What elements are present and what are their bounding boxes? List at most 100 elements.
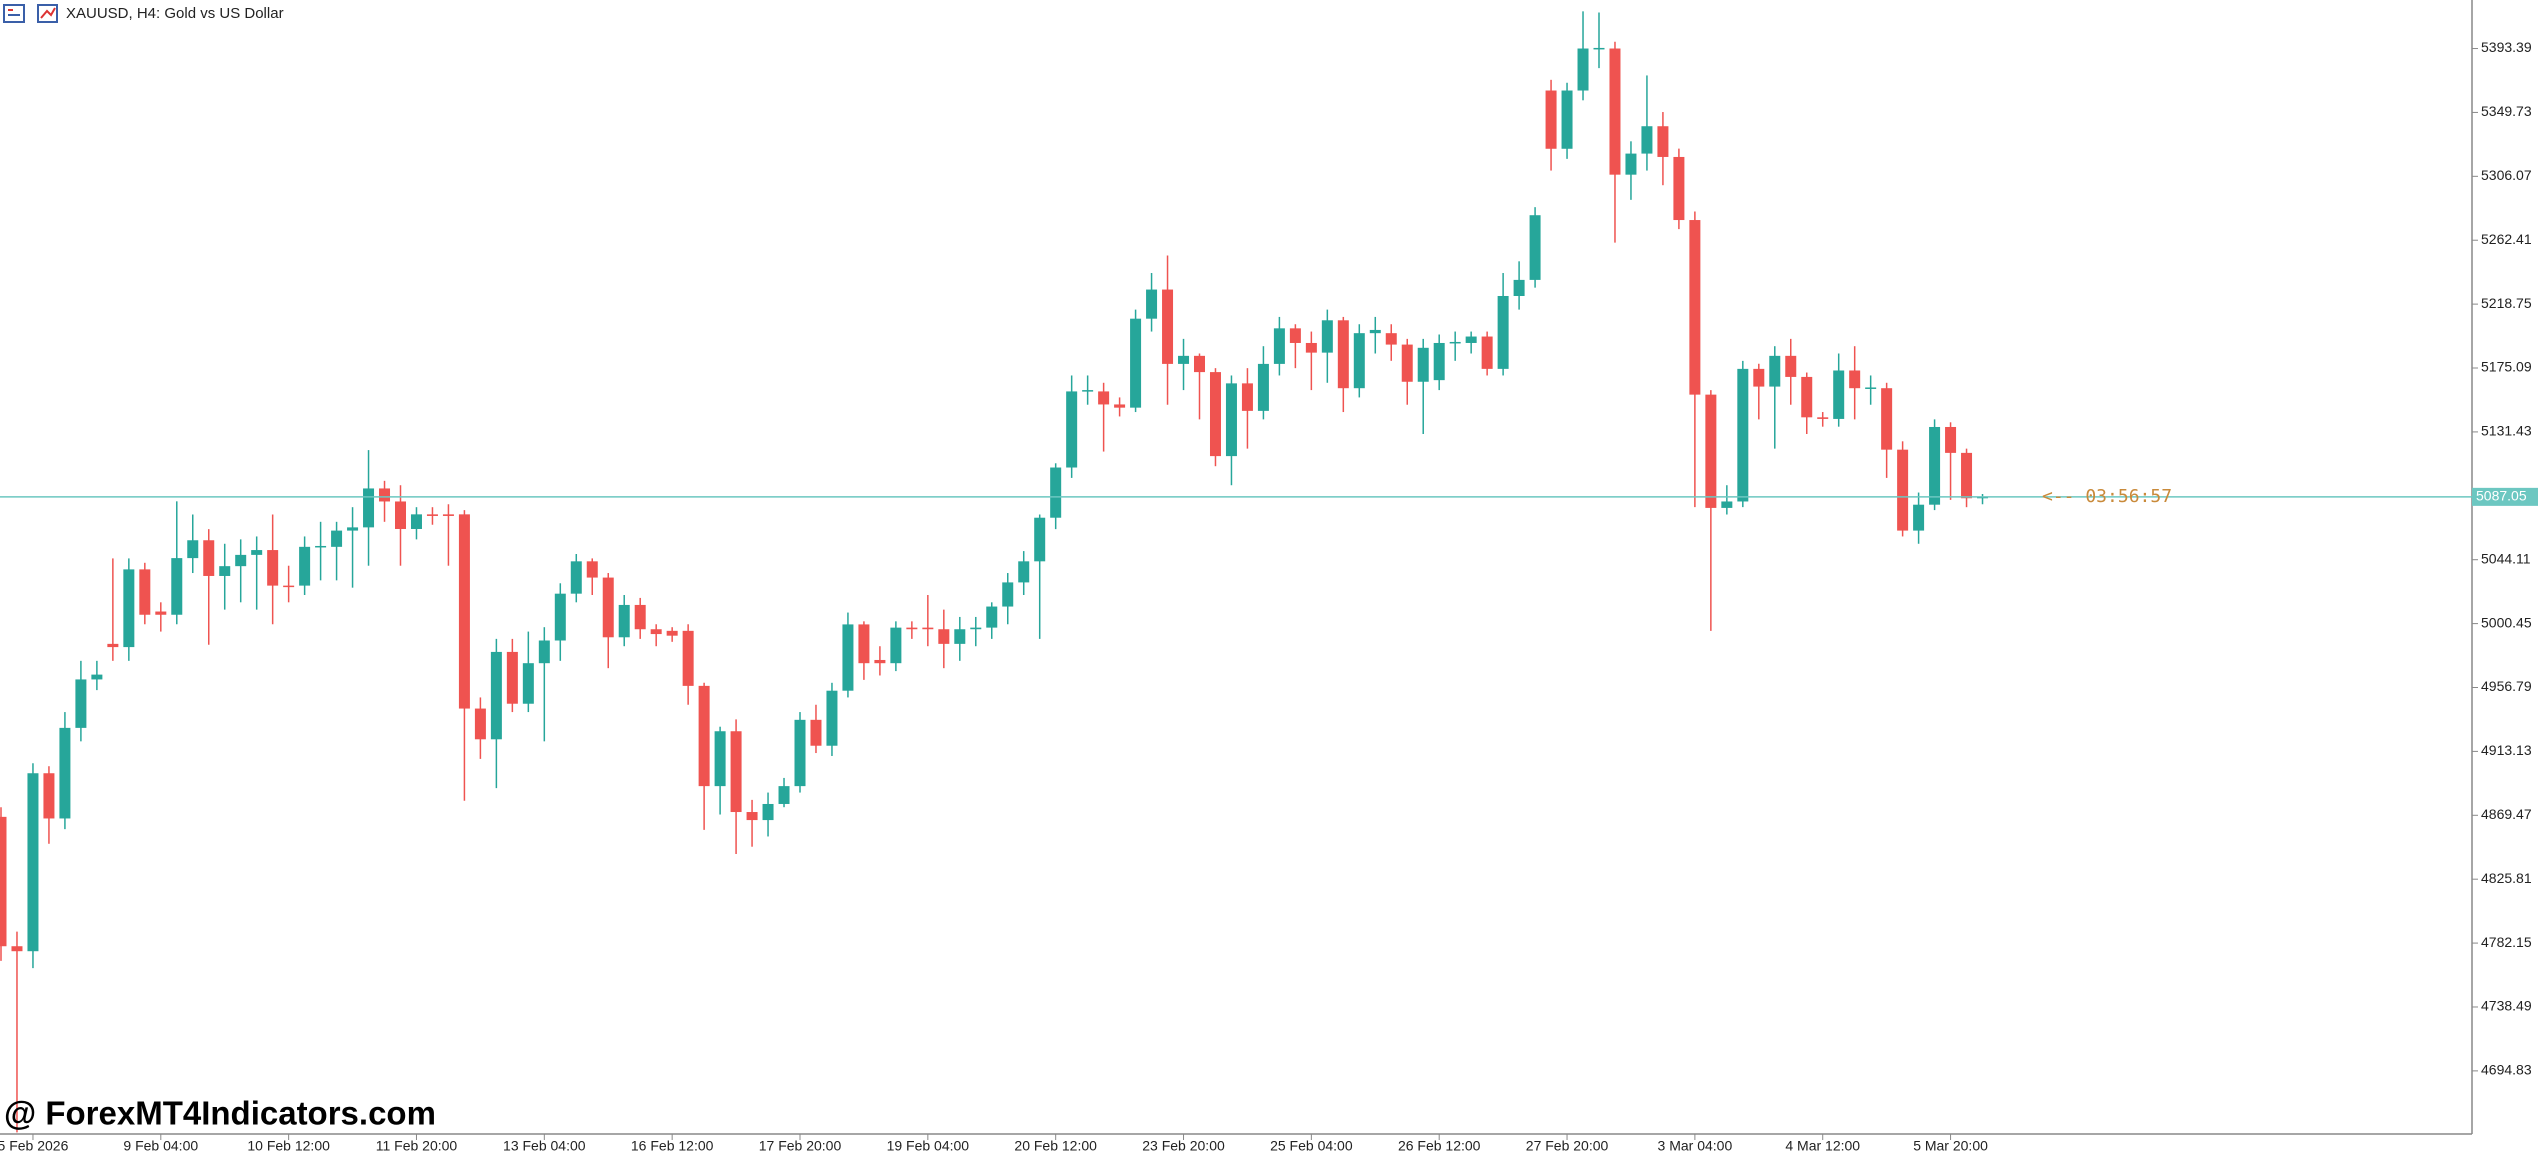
candle-body (506, 651, 518, 704)
x-tick-label: 26 Feb 12:00 (1398, 1138, 1481, 1154)
candle-body (1417, 347, 1429, 382)
candle-body (1881, 388, 1893, 450)
x-tick-label: 9 Feb 04:00 (123, 1138, 198, 1154)
icon (8, 14, 20, 16)
candle-body (171, 558, 183, 615)
candle-body (1929, 426, 1941, 505)
candle-body (1865, 387, 1877, 389)
candle-body (1785, 355, 1797, 377)
candle-body (187, 540, 199, 559)
y-tick-label: 4913.13 (2481, 742, 2532, 758)
candle-body (730, 731, 742, 813)
candle-body (43, 773, 55, 819)
x-tick-label: 25 Feb 04:00 (1270, 1138, 1353, 1154)
candle-body (986, 606, 998, 628)
candle-body (778, 786, 790, 804)
candle-body (1114, 404, 1126, 408)
y-tick-label: 4738.49 (2481, 998, 2532, 1014)
candle-body (1609, 48, 1621, 175)
current-price-label: 5087.05 (2476, 488, 2527, 504)
candle-body (794, 719, 806, 787)
x-tick-label: 19 Feb 04:00 (887, 1138, 970, 1154)
candle-body (1034, 517, 1046, 562)
candle-body (123, 569, 135, 648)
candle-body (682, 630, 694, 686)
candle-body (1897, 449, 1909, 531)
x-tick-label: 23 Feb 20:00 (1142, 1138, 1225, 1154)
candle-body (235, 554, 247, 567)
candle-body (426, 514, 438, 516)
candle-body (1066, 391, 1078, 468)
x-tick-label: 17 Feb 20:00 (759, 1138, 842, 1154)
candle-body (954, 629, 966, 644)
x-tick-label: 20 Feb 12:00 (1014, 1138, 1097, 1154)
candle-body (1673, 156, 1685, 221)
candle-body (219, 566, 231, 576)
candle-body (762, 803, 774, 821)
candle-body (155, 611, 167, 615)
y-tick-label: 5218.75 (2481, 295, 2532, 311)
candle-body (698, 685, 710, 787)
candle-body (379, 488, 391, 502)
candle-body (283, 585, 295, 588)
candle-body (554, 593, 566, 641)
candle-body (1002, 582, 1014, 607)
candle-body (810, 719, 822, 746)
candle-body (1162, 289, 1174, 364)
candle-body (1497, 295, 1509, 369)
candle-body (522, 663, 534, 704)
candle-body (1050, 467, 1062, 518)
candle-body (1817, 417, 1829, 419)
y-tick-label: 5262.41 (2481, 231, 2532, 247)
candle-body (410, 514, 422, 529)
candle-body (0, 816, 7, 947)
candle-body (1945, 426, 1957, 453)
candle-body (650, 629, 662, 635)
x-tick-label: 10 Feb 12:00 (247, 1138, 330, 1154)
current-price-tag (2472, 487, 2538, 506)
y-tick-label: 4782.15 (2481, 934, 2532, 950)
candle-body (474, 708, 486, 740)
candle-body (75, 679, 87, 728)
candle-body (91, 674, 103, 680)
candle-body (1561, 90, 1573, 149)
y-tick-label: 5000.45 (2481, 614, 2532, 630)
y-tick-label: 5131.43 (2481, 423, 2532, 439)
candle-body (1737, 368, 1749, 502)
candle-body (139, 569, 151, 615)
candle-body (1641, 126, 1653, 154)
countdown: <-- 03:56:57 (2042, 486, 2172, 507)
candle-body (570, 561, 582, 594)
y-tick-label: 4956.79 (2481, 678, 2532, 694)
candle-body (1178, 355, 1190, 364)
candle-body (1273, 328, 1285, 364)
candles (0, 11, 1989, 1133)
candle-body (1961, 452, 1973, 499)
candle-body (1913, 504, 1925, 531)
candle-body (1082, 390, 1094, 392)
icon (3, 4, 25, 23)
candle-body (842, 624, 854, 691)
candle-body (490, 651, 502, 740)
candle-body (1465, 336, 1477, 343)
candle-body (1289, 328, 1301, 343)
candle-body (267, 550, 279, 586)
candle-body (395, 501, 406, 529)
candle-body (1018, 561, 1030, 583)
y-tick-label: 5044.11 (2481, 550, 2531, 566)
candle-body (714, 731, 726, 787)
candle-body (586, 561, 598, 578)
y-tick-label: 4825.81 (2481, 870, 2532, 886)
candle-body (1721, 501, 1733, 508)
candle-body (1433, 342, 1445, 381)
y-tick-label: 5175.09 (2481, 359, 2532, 375)
y-tick-label: 5306.07 (2481, 167, 2532, 183)
candle-body (442, 514, 454, 516)
x-tick-label: 13 Feb 04:00 (503, 1138, 586, 1154)
candle-body (922, 627, 934, 630)
candle-body (970, 627, 982, 630)
candle-body (538, 640, 550, 664)
candle-body (458, 514, 470, 709)
